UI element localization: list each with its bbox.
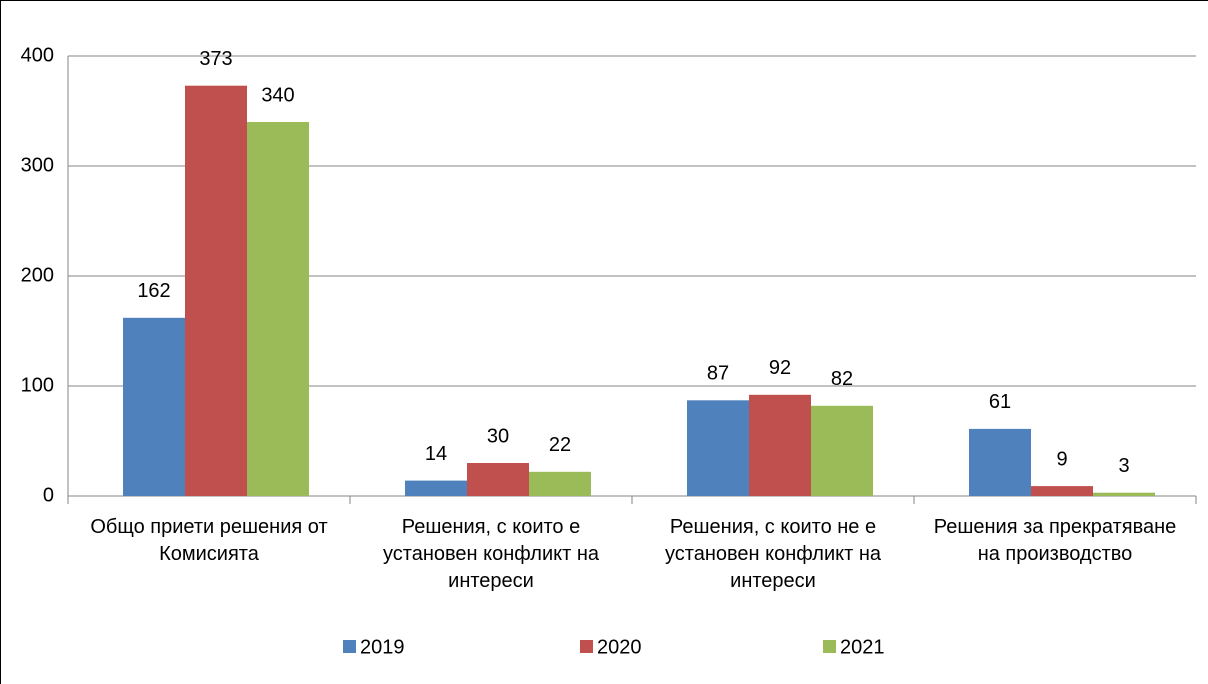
y-tick-label: 200 xyxy=(21,264,54,286)
y-tick-label: 0 xyxy=(43,484,54,506)
x-tick-label: Общо приети решения от Комисията xyxy=(90,516,328,565)
bar xyxy=(123,317,185,496)
legend-label: 2020 xyxy=(597,636,642,658)
data-label: 162 xyxy=(137,280,170,302)
y-tick-label: 400 xyxy=(21,44,54,66)
data-label: 22 xyxy=(549,434,571,456)
y-tick-label: 300 xyxy=(21,154,54,176)
legend-swatch xyxy=(580,640,593,653)
bar xyxy=(529,471,591,496)
data-label: 61 xyxy=(989,391,1011,413)
bar xyxy=(185,85,247,496)
x-tick-label: Решения, с които е установен конфликт на… xyxy=(383,516,599,592)
data-label: 92 xyxy=(769,357,791,379)
data-label: 87 xyxy=(707,363,729,385)
data-label: 9 xyxy=(1056,448,1067,470)
bar xyxy=(687,400,749,496)
bar xyxy=(247,122,309,496)
bar xyxy=(405,480,467,496)
bar xyxy=(811,405,873,496)
x-tick-label: Решения, с които не е установен конфликт… xyxy=(665,516,881,592)
legend-swatch xyxy=(823,640,836,653)
legend-label: 2019 xyxy=(360,636,405,658)
bar xyxy=(1031,486,1093,496)
data-label: 3 xyxy=(1118,455,1129,477)
data-label: 373 xyxy=(199,48,232,70)
bar xyxy=(1093,492,1155,496)
legend-label: 2021 xyxy=(840,636,885,658)
data-label: 14 xyxy=(425,443,447,465)
bar xyxy=(467,463,529,496)
y-tick-label: 100 xyxy=(21,374,54,396)
bar xyxy=(969,428,1031,496)
legend-swatch xyxy=(343,640,356,653)
bar xyxy=(749,394,811,496)
x-tick-label: Решения за прекратяване на производство xyxy=(933,516,1177,565)
data-label: 30 xyxy=(487,425,509,447)
data-label: 340 xyxy=(261,84,294,106)
data-label: 82 xyxy=(831,368,853,390)
